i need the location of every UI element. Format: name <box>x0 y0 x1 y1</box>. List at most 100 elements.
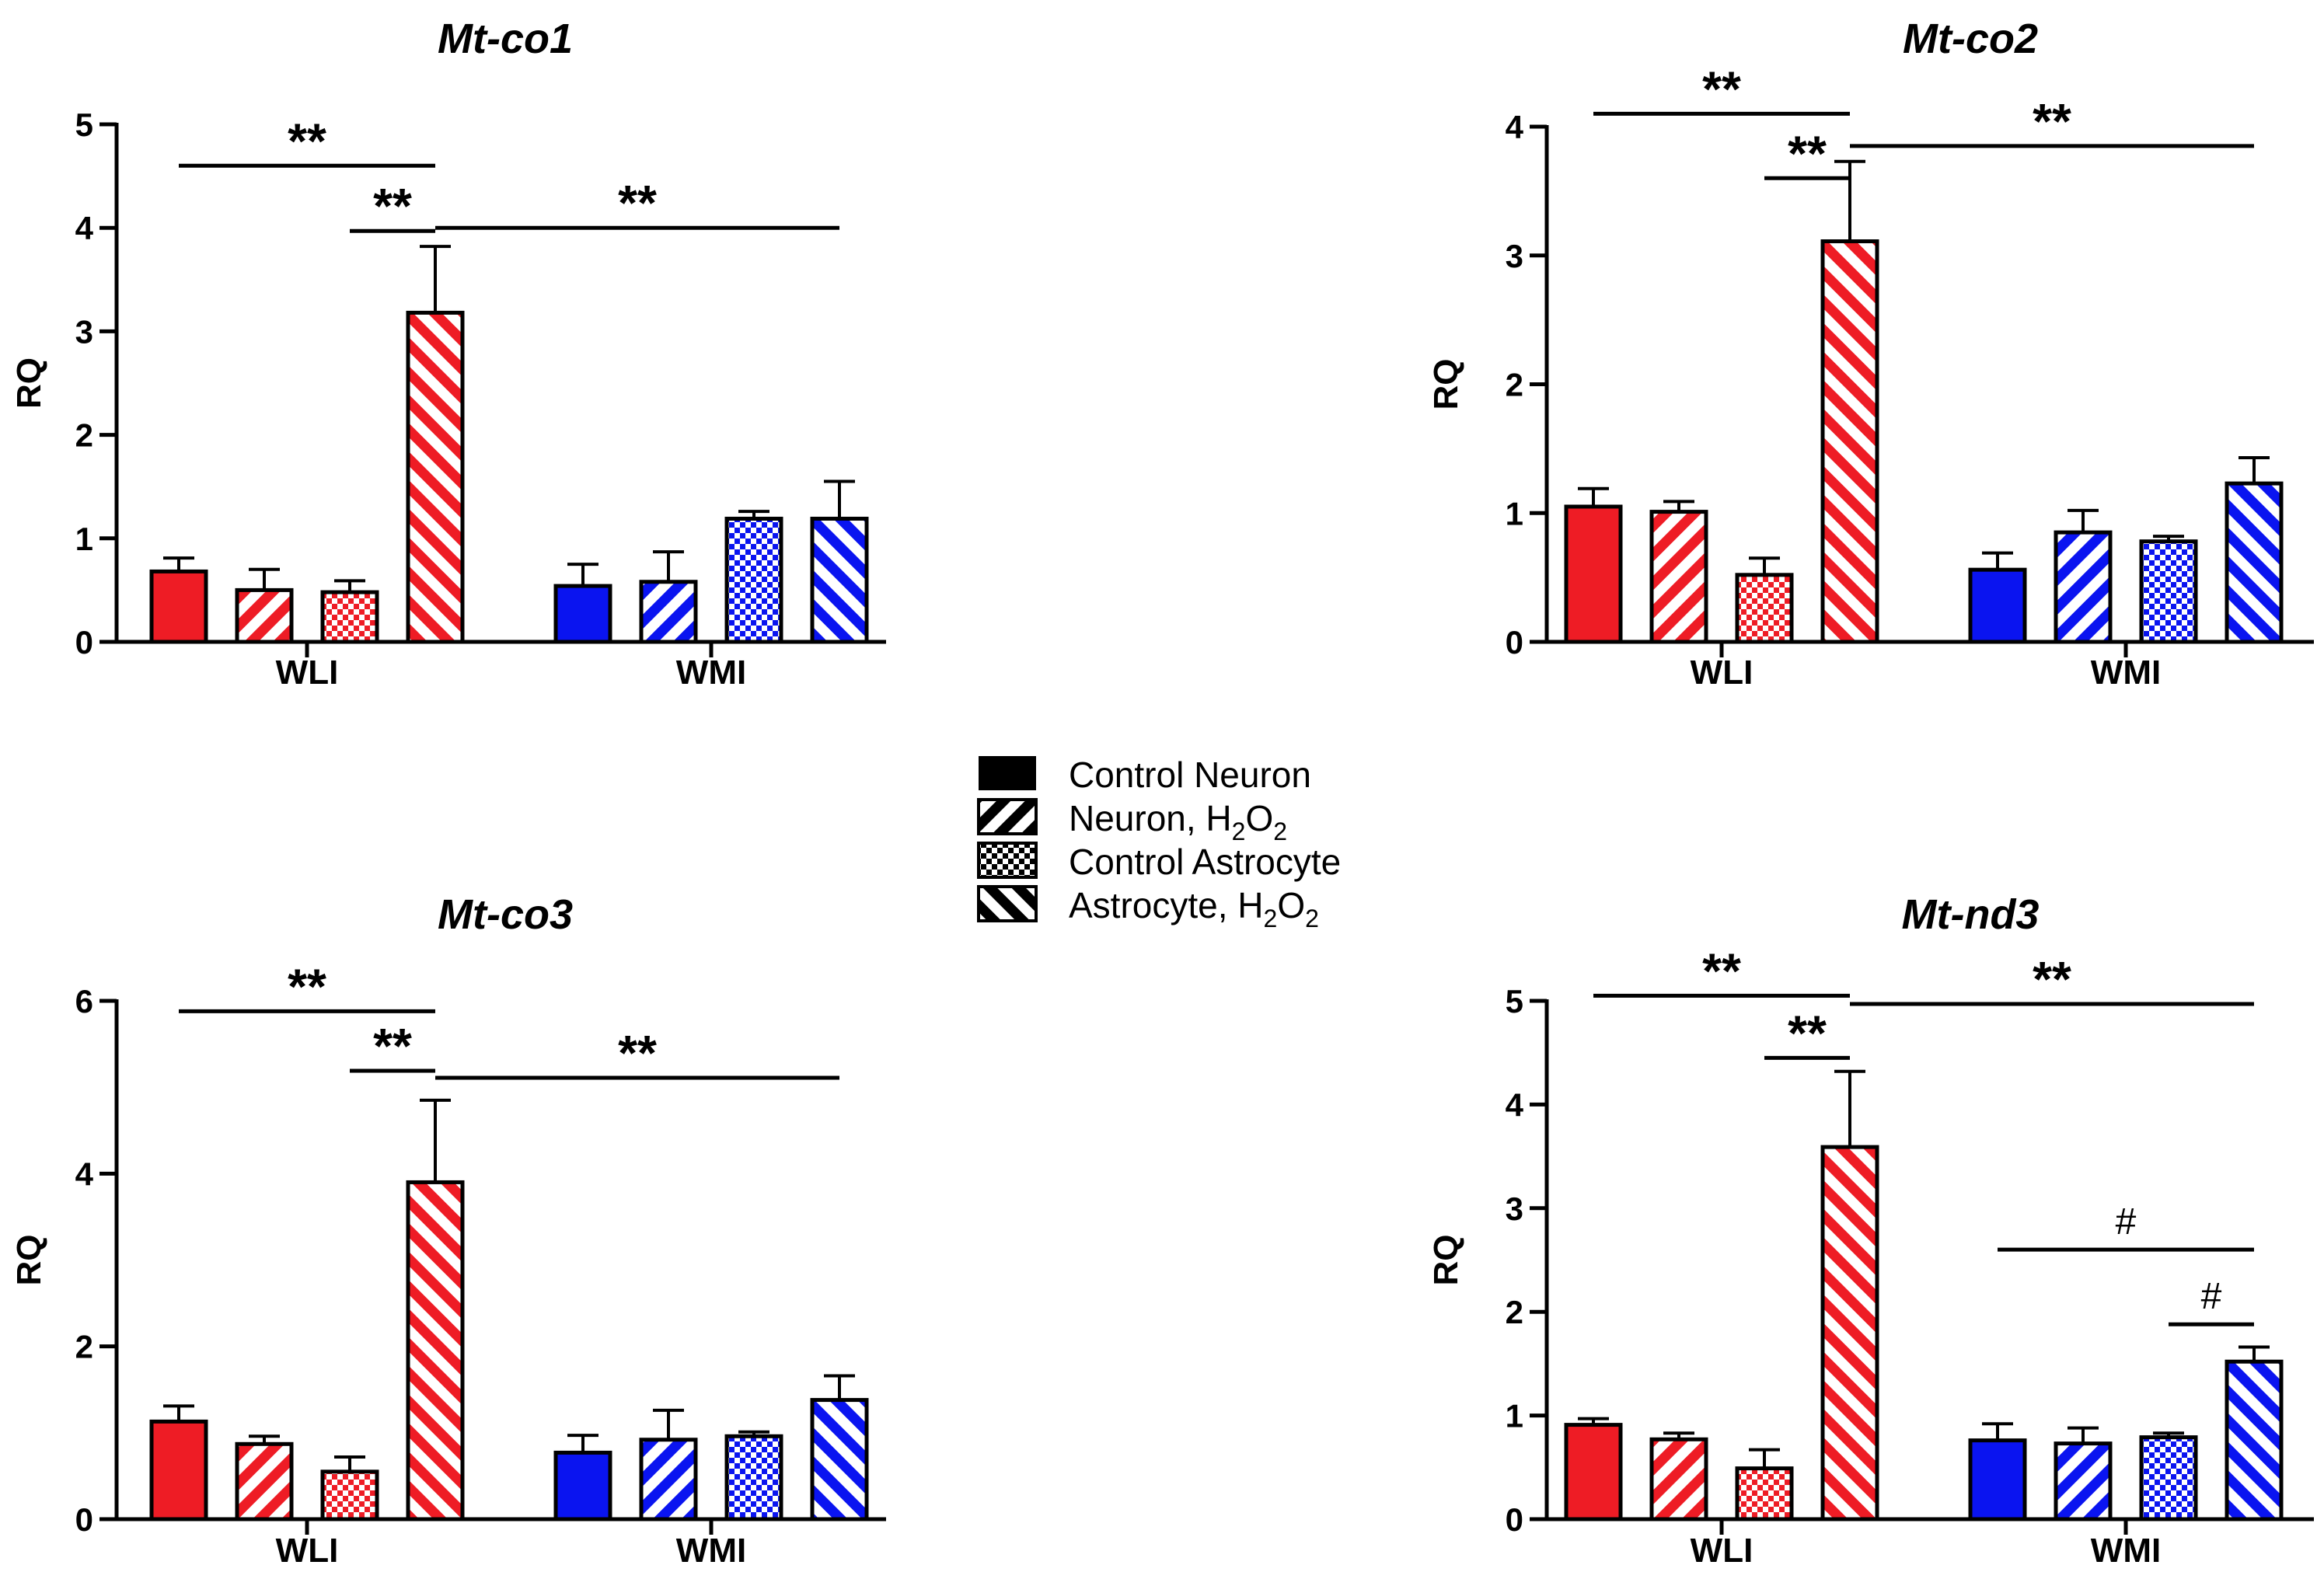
chart-panel-mt-co3: Mt-co3 RQ 0 2 4 6 WLI WMI ** ** ** <box>10 891 886 1570</box>
legend-label-control-astrocyte: Control Astrocyte <box>1069 842 1341 882</box>
y-tick-label: 4 <box>1506 109 1524 145</box>
legend-label-astrocyte-h2o2: Astrocyte, H2O2 <box>1069 885 1319 932</box>
bar-wli-neuron-h2o2 <box>1649 510 1708 644</box>
bar-wli-control-neuron <box>1564 1423 1623 1521</box>
y-tick-label: 0 <box>1506 624 1523 661</box>
y-axis-label: RQ <box>10 1235 48 1286</box>
significance-star-label: ** <box>1788 125 1827 181</box>
bar-wli-astrocyte-h2o2 <box>1820 1145 1879 1521</box>
bar-wli-astrocyte-h2o2 <box>1820 239 1879 644</box>
significance-hash-label: # <box>2201 1276 2222 1317</box>
bar-wmi-control-neuron <box>1968 1438 2027 1521</box>
x-group-label-wmi: WMI <box>2091 654 2161 692</box>
significance-star-label: ** <box>288 113 326 169</box>
significance-star-label: ** <box>618 1025 657 1081</box>
chart-panel-mt-co2: Mt-co2 RQ 0 1 2 3 4 WLI WMI ** ** ** <box>1427 16 2314 692</box>
bar-wmi-astrocyte-h2o2 <box>2225 1359 2284 1521</box>
chart-panels: Mt-co1 RQ 0 1 2 3 4 5 WLI WMI ** ** ** Mt-co2 RQ 0 1 2 3 4 W… <box>10 16 2314 1570</box>
legend-swatch-diag-up <box>977 798 1038 835</box>
y-tick-label: 3 <box>1506 1190 1523 1227</box>
bar-wmi-control-astrocyte <box>2139 1435 2198 1521</box>
y-tick-label: 4 <box>1506 1086 1524 1123</box>
significance-hash-label: # <box>2116 1201 2137 1243</box>
bar-wli-control-astrocyte <box>320 1469 379 1521</box>
bar-wmi-neuron-h2o2 <box>639 580 698 644</box>
bar-wmi-control-neuron <box>1968 567 2027 644</box>
bar-wmi-control-astrocyte <box>724 516 783 644</box>
y-tick-label: 5 <box>1506 983 1523 1020</box>
y-tick-label: 4 <box>75 1155 94 1192</box>
bar-wmi-astrocyte-h2o2 <box>2225 481 2284 644</box>
y-tick-label: 2 <box>75 1329 93 1365</box>
bar-wli-control-astrocyte <box>1735 1466 1794 1521</box>
y-tick-label: 0 <box>75 624 93 661</box>
legend-entry-control-neuron: Control Neuron <box>979 755 1311 795</box>
significance-star-label: ** <box>2033 93 2071 149</box>
x-group-label-wli: WLI <box>276 654 339 692</box>
x-group-label-wmi: WMI <box>2091 1532 2161 1570</box>
bar-wmi-control-astrocyte <box>2139 539 2198 644</box>
y-tick-label: 2 <box>1506 1294 1523 1330</box>
y-tick-label: 3 <box>1506 238 1523 274</box>
y-tick-label: 0 <box>75 1501 93 1538</box>
bar-wmi-neuron-h2o2 <box>2054 530 2113 644</box>
bar-wli-astrocyte-h2o2 <box>406 310 465 644</box>
y-tick-label: 1 <box>75 521 93 557</box>
bar-wli-control-astrocyte <box>1735 573 1794 644</box>
bar-wli-neuron-h2o2 <box>235 1441 294 1521</box>
bar-wli-control-neuron <box>149 1419 208 1521</box>
bar-wmi-neuron-h2o2 <box>639 1438 698 1521</box>
y-tick-label: 1 <box>1506 1398 1523 1434</box>
y-tick-label: 2 <box>1506 367 1523 403</box>
bar-wli-control-neuron <box>1564 504 1623 644</box>
y-tick-label: 1 <box>1506 495 1523 532</box>
bar-wmi-control-neuron <box>553 1450 612 1521</box>
y-tick-label: 0 <box>1506 1501 1523 1538</box>
y-tick-label: 2 <box>75 417 93 454</box>
legend-swatch-checker <box>977 842 1038 879</box>
bar-wmi-astrocyte-h2o2 <box>810 1398 869 1521</box>
significance-star-label: ** <box>1788 1005 1827 1061</box>
chart-panel-mt-nd3: Mt-nd3 RQ 0 1 2 3 4 5 WLI WMI ** ** ** # # <box>1427 891 2314 1570</box>
legend-entry-neuron-h2o2: Neuron, H2O2 <box>977 798 1287 845</box>
y-tick-label: 4 <box>75 210 94 246</box>
chart-title: Mt-nd3 <box>1902 891 2040 938</box>
legend-swatch-diag-down <box>977 885 1038 922</box>
legend-swatch-solid <box>979 756 1036 790</box>
bar-wli-astrocyte-h2o2 <box>406 1180 465 1521</box>
significance-star-label: ** <box>373 1018 412 1074</box>
significance-star-label: ** <box>618 175 657 231</box>
x-group-label-wmi: WMI <box>676 654 746 692</box>
y-axis-label: RQ <box>1427 359 1465 410</box>
bar-wmi-control-neuron <box>553 584 612 644</box>
y-tick-label: 5 <box>75 106 93 143</box>
x-group-label-wli: WLI <box>1691 654 1753 692</box>
legend: Control Neuron Neuron, H2O2 Control Astr… <box>977 755 1341 932</box>
bar-wli-neuron-h2o2 <box>235 587 294 644</box>
legend-entry-control-astrocyte: Control Astrocyte <box>977 842 1341 882</box>
y-axis-label: RQ <box>10 357 48 409</box>
y-axis-label: RQ <box>1427 1235 1465 1286</box>
y-tick-label: 6 <box>75 983 93 1020</box>
significance-star-label: ** <box>1702 943 1741 999</box>
chart-title: Mt-co1 <box>438 16 573 62</box>
x-group-label-wli: WLI <box>1691 1532 1753 1570</box>
x-group-label-wli: WLI <box>276 1532 339 1570</box>
significance-star-label: ** <box>373 178 412 234</box>
significance-star-label: ** <box>1702 61 1741 117</box>
significance-star-label: ** <box>288 958 326 1014</box>
bar-wmi-neuron-h2o2 <box>2054 1441 2113 1521</box>
bar-wmi-control-astrocyte <box>724 1434 783 1521</box>
y-tick-label: 3 <box>75 313 93 350</box>
legend-label-control-neuron: Control Neuron <box>1069 755 1311 795</box>
x-group-label-wmi: WMI <box>676 1532 746 1570</box>
bar-wli-control-astrocyte <box>320 590 379 644</box>
chart-panel-mt-co1: Mt-co1 RQ 0 1 2 3 4 5 WLI WMI ** ** ** <box>10 16 886 692</box>
bar-wli-control-neuron <box>149 569 208 644</box>
legend-label-neuron-h2o2: Neuron, H2O2 <box>1069 798 1287 845</box>
significance-star-label: ** <box>2033 951 2071 1007</box>
bar-wli-neuron-h2o2 <box>1649 1437 1708 1521</box>
bar-wmi-astrocyte-h2o2 <box>810 516 869 644</box>
legend-entry-astrocyte-h2o2: Astrocyte, H2O2 <box>977 885 1319 932</box>
